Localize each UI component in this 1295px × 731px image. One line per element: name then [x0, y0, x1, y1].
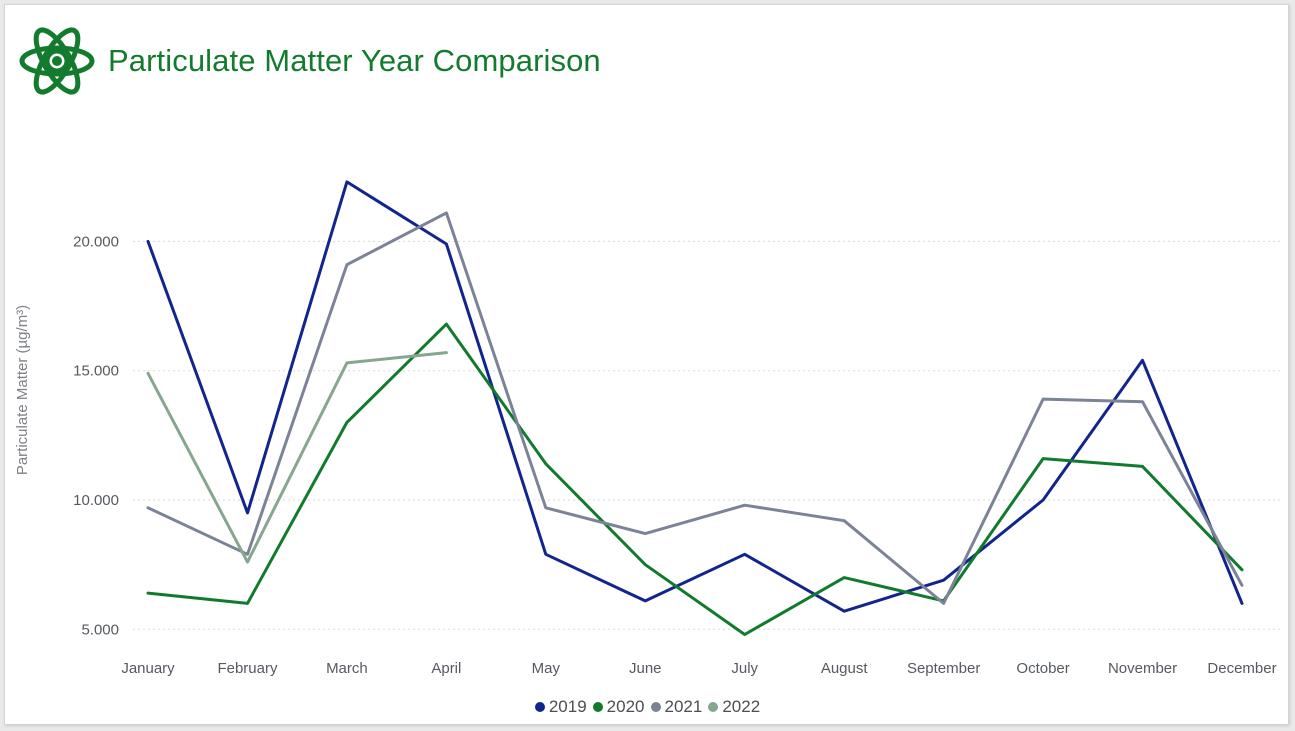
series-lines [146, 180, 1244, 636]
page-title: Particulate Matter Year Comparison [108, 43, 601, 78]
x-axis: January February March April May June July Augu… [121, 660, 1276, 677]
y-tick-label: 15.000 [73, 363, 119, 380]
y-axis: 5.000 10.000 15.000 20.000 [73, 233, 119, 638]
x-tick-label: June [629, 660, 662, 677]
x-tick-label: October [1016, 660, 1069, 677]
x-tick-label: April [431, 660, 461, 677]
legend-item-2020[interactable]: 2020 [592, 697, 645, 717]
y-tick-label: 10.000 [73, 492, 119, 509]
x-tick-label: September [907, 660, 980, 677]
y-tick-label: 20.000 [73, 233, 119, 250]
legend-dot-icon [592, 702, 603, 712]
x-tick-label: February [217, 660, 278, 677]
series-line-2019[interactable] [146, 180, 1244, 613]
x-tick-label: March [326, 660, 368, 677]
grid-lines [133, 240, 1281, 630]
x-tick-label: November [1108, 660, 1177, 677]
legend-label: 2020 [606, 697, 645, 716]
legend-label: 2022 [722, 697, 761, 716]
x-tick-label: July [731, 660, 758, 677]
x-tick-label: January [121, 660, 175, 677]
legend-label: 2021 [664, 697, 703, 716]
chart-card [4, 4, 1289, 725]
legend-label: 2019 [548, 697, 587, 716]
legend-dot-icon [708, 702, 719, 712]
series-line-2021[interactable] [146, 211, 1244, 605]
atom-icon [19, 27, 95, 95]
legend-item-2019[interactable]: 2019 [534, 697, 587, 717]
series-line-2020[interactable] [146, 322, 1244, 636]
legend-item-2022[interactable]: 2022 [708, 697, 760, 717]
y-tick-label: 5.000 [81, 621, 119, 638]
x-tick-label: May [532, 660, 561, 677]
legend-item-2021[interactable]: 2021 [650, 697, 703, 717]
chart-header: Particulate Matter Year Comparison [18, 18, 601, 104]
legend-dot-icon [534, 702, 545, 712]
legend: 2019 2020 2021 2022 [0, 697, 1295, 717]
y-axis-title: Particulate Matter (µg/m³) [14, 305, 31, 475]
x-tick-label: August [821, 660, 869, 677]
series-line-2022[interactable] [146, 351, 448, 564]
x-tick-label: December [1207, 660, 1276, 677]
legend-dot-icon [650, 702, 661, 712]
